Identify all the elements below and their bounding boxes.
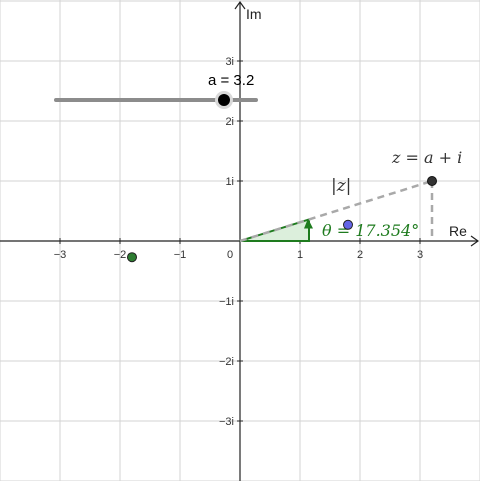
modulus-label: |z| [331, 176, 351, 196]
point-blue[interactable] [343, 219, 353, 230]
x-tick-label: 3 [417, 249, 423, 261]
y-tick-label: −3i [219, 416, 234, 428]
y-tick-label: −2i [219, 356, 234, 368]
x-tick-label: −2 [114, 249, 127, 261]
slider-label: a = 3.2 [208, 72, 254, 89]
tick-labels: −3 −2 −1 0 1 2 3 3i 2i 1i −1i −2i −3i [54, 56, 423, 428]
slider-a[interactable]: a = 3.2 [54, 72, 258, 109]
angle-arrow-icon [304, 218, 313, 229]
x-tick-label: −1 [174, 249, 187, 261]
slider-knob[interactable] [218, 94, 230, 106]
y-axis-label: Im [246, 6, 262, 22]
y-tick-label: −1i [219, 296, 234, 308]
point-green[interactable] [127, 252, 137, 263]
y-tick-label: 2i [225, 116, 234, 128]
y-axis-arrow-icon [234, 0, 246, 10]
angle-label: θ = 17.354° [322, 221, 419, 240]
x-tick-label: −3 [54, 249, 67, 261]
point-z[interactable] [427, 176, 437, 186]
x-axis-label: Re [449, 223, 467, 239]
x-tick-label: 0 [227, 249, 233, 261]
y-tick-label: 1i [225, 176, 234, 188]
point-z-label: z = a + i [391, 148, 462, 167]
y-tick-label: 3i [225, 56, 234, 68]
x-axis-arrow-icon [470, 235, 480, 247]
modulus-line [239, 179, 433, 243]
x-tick-label: 1 [297, 249, 303, 261]
x-tick-label: 2 [357, 249, 363, 261]
